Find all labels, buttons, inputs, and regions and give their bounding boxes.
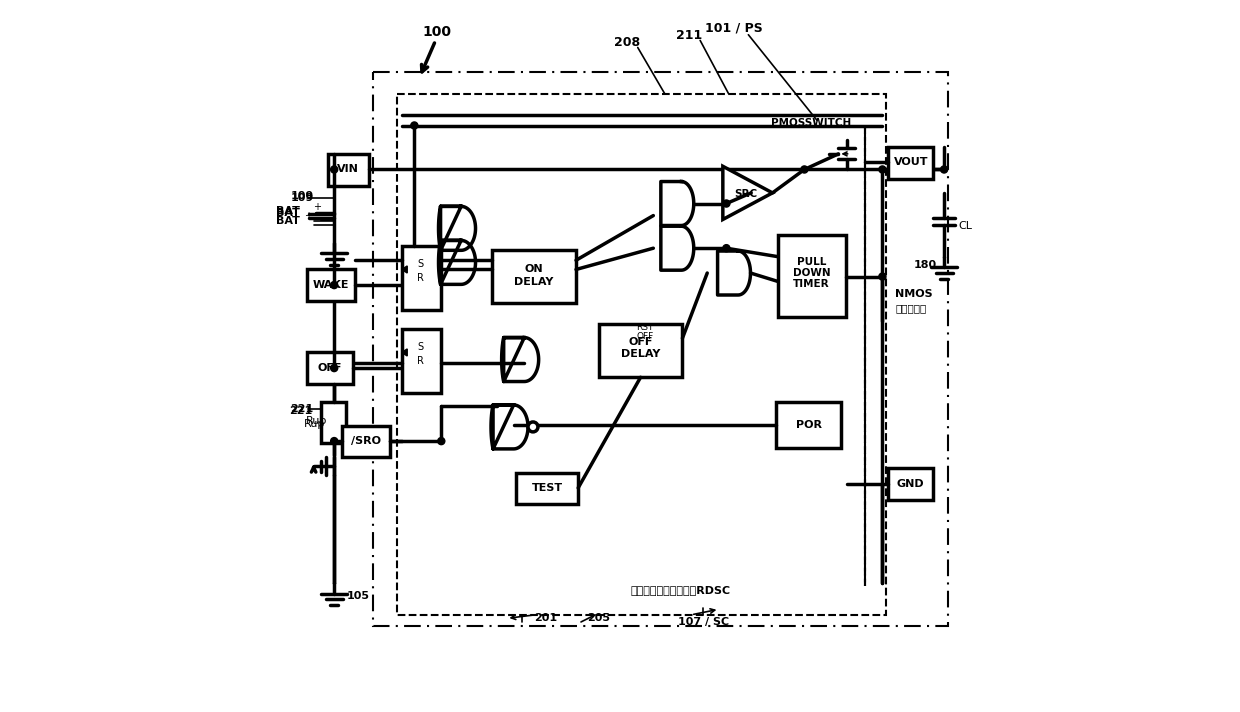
Text: OFF: OFF	[317, 363, 341, 373]
Text: R: R	[418, 356, 424, 366]
Bar	[776, 402, 841, 448]
Circle shape	[331, 166, 337, 173]
Text: RST: RST	[636, 323, 653, 332]
Text: S: S	[418, 258, 424, 269]
Text: BAT: BAT	[275, 206, 299, 216]
Text: 109: 109	[290, 193, 314, 203]
Text: OFF: OFF	[636, 332, 653, 340]
Text: 201: 201	[534, 614, 557, 624]
Text: BAT: BAT	[275, 216, 299, 226]
Text: PULL: PULL	[797, 257, 826, 268]
Circle shape	[331, 438, 337, 445]
Text: VOUT: VOUT	[894, 157, 928, 167]
Bar	[492, 250, 577, 303]
Bar	[402, 329, 440, 393]
Text: DOWN: DOWN	[792, 268, 831, 278]
Bar	[306, 269, 355, 301]
Text: DELAY: DELAY	[621, 349, 660, 359]
Bar	[397, 93, 885, 615]
Text: POR: POR	[796, 420, 822, 430]
Text: Rup: Rup	[304, 419, 326, 429]
Text: NMOS: NMOS	[895, 288, 932, 298]
Text: 107 / SC: 107 / SC	[678, 617, 729, 627]
Text: PMOSSWITCH: PMOSSWITCH	[771, 118, 852, 128]
Text: 复位和深度睡眠控制器RDSC: 复位和深度睡眠控制器RDSC	[630, 585, 730, 595]
Bar	[327, 154, 370, 186]
Polygon shape	[402, 349, 407, 356]
Text: 208: 208	[614, 36, 640, 49]
Text: GND: GND	[897, 478, 925, 488]
Text: S: S	[418, 342, 424, 352]
Bar	[306, 352, 352, 384]
Text: SRC: SRC	[734, 189, 758, 199]
Text: TIMER: TIMER	[794, 278, 830, 288]
Bar	[599, 324, 682, 377]
Text: /SRO: /SRO	[351, 436, 381, 446]
Bar	[516, 473, 578, 503]
Text: 221: 221	[290, 404, 314, 414]
Text: 221: 221	[289, 407, 312, 417]
Circle shape	[941, 166, 947, 173]
Text: Rup: Rup	[306, 417, 327, 426]
Text: 105: 105	[347, 591, 370, 601]
Text: 101 / PS: 101 / PS	[704, 22, 763, 35]
Circle shape	[331, 281, 337, 288]
Bar	[779, 236, 846, 317]
Text: +: +	[304, 211, 312, 221]
Circle shape	[438, 438, 445, 445]
Polygon shape	[723, 167, 773, 219]
Text: ON: ON	[525, 264, 543, 274]
Circle shape	[801, 166, 808, 173]
Circle shape	[331, 365, 337, 372]
Bar	[402, 246, 440, 310]
Text: 180: 180	[914, 260, 937, 271]
Text: 下拉晶体管: 下拉晶体管	[895, 303, 926, 313]
Bar	[373, 73, 947, 626]
Text: 205: 205	[588, 614, 610, 624]
Circle shape	[528, 422, 538, 432]
Text: TEST: TEST	[532, 483, 563, 493]
Text: DELAY: DELAY	[515, 276, 554, 286]
Text: WAKE: WAKE	[312, 280, 348, 290]
Text: 100: 100	[423, 25, 451, 39]
Polygon shape	[402, 266, 407, 273]
Circle shape	[723, 200, 730, 207]
Circle shape	[879, 273, 885, 280]
Bar	[342, 426, 391, 457]
Bar	[888, 147, 932, 179]
Circle shape	[410, 122, 418, 129]
Text: 211: 211	[676, 29, 703, 42]
Text: VIN: VIN	[337, 164, 360, 174]
Text: BAT: BAT	[275, 208, 299, 218]
Text: OFF: OFF	[629, 337, 652, 347]
Text: +: +	[314, 202, 321, 212]
Text: R: R	[418, 273, 424, 283]
Circle shape	[879, 166, 885, 173]
Text: CL: CL	[959, 221, 972, 231]
Text: 109: 109	[290, 192, 314, 201]
Bar	[888, 468, 932, 500]
Circle shape	[723, 245, 730, 252]
Bar	[321, 402, 346, 444]
